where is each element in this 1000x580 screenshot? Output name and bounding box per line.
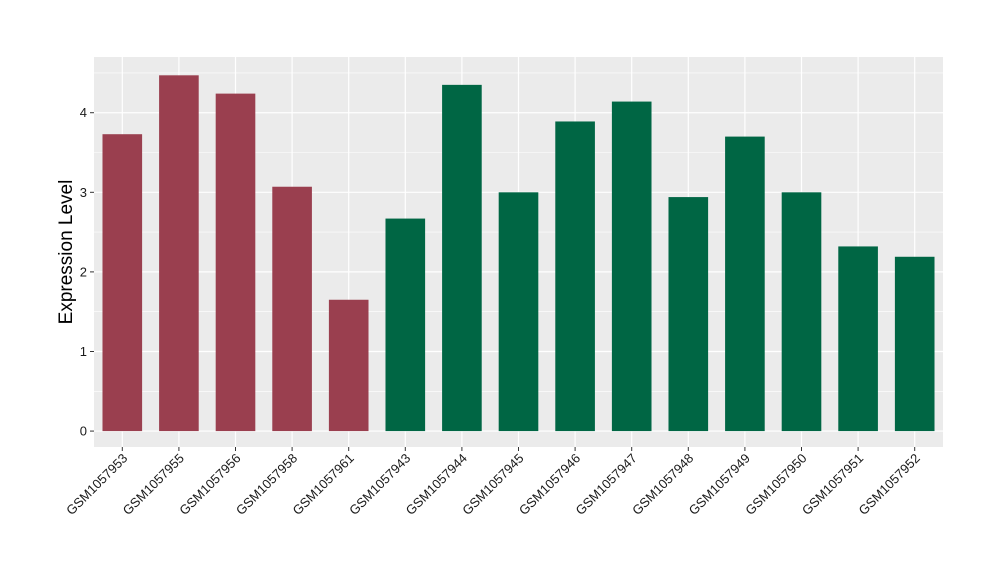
bar-gsm1057961 <box>328 299 369 432</box>
y-tick-label: 4 <box>80 105 87 120</box>
bar-gsm1057955 <box>159 75 199 432</box>
bar-gsm1057956 <box>215 93 256 432</box>
bar-gsm1057951 <box>838 246 878 432</box>
bar-gsm1057948 <box>668 197 709 432</box>
y-axis-title: Expression Level <box>56 180 77 325</box>
bar-gsm1057953 <box>102 134 143 432</box>
x-axis: GSM1057953GSM1057955GSM1057956GSM1057958… <box>63 447 923 518</box>
y-tick-label: 3 <box>80 185 87 200</box>
bar-gsm1057952 <box>894 256 935 432</box>
y-axis: 0 1 2 3 4 <box>80 105 94 439</box>
bar-gsm1057944 <box>442 84 482 432</box>
bar-gsm1057949 <box>725 136 765 432</box>
bars <box>102 75 935 432</box>
y-tick-label: 2 <box>80 264 87 279</box>
bar-gsm1057958 <box>272 186 312 432</box>
bar-gsm1057945 <box>498 192 539 432</box>
bar-gsm1057943 <box>385 218 426 432</box>
bar-gsm1057947 <box>611 101 652 432</box>
y-tick-label: 1 <box>80 344 87 359</box>
bar-gsm1057950 <box>781 192 822 432</box>
bar-gsm1057946 <box>555 121 595 432</box>
y-tick-label: 0 <box>80 424 87 439</box>
